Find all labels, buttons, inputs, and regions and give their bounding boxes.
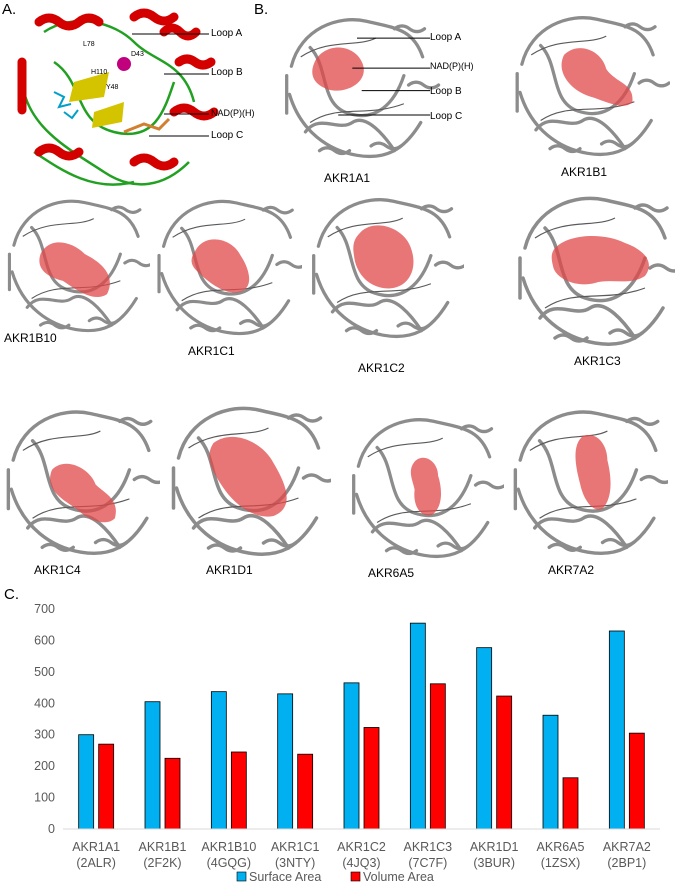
y-tick-label: 400 xyxy=(34,696,55,710)
x-category-label: AKR1B10 xyxy=(201,840,256,854)
caption-akr1c1: AKR1C1 xyxy=(188,344,235,358)
panel-a-residue-h110: H110 xyxy=(91,69,108,76)
structure-image-akr1c2 xyxy=(304,190,464,340)
x-category-label: (3BUR) xyxy=(473,856,515,870)
panel-a-callout-loop-b: Loop B xyxy=(211,67,243,78)
structure-image-akr7a2 xyxy=(508,402,668,557)
caption-akr6a5: AKR6A5 xyxy=(368,566,415,580)
volume-area-bar xyxy=(496,695,513,830)
panel-b-callout-loop-a: Loop A xyxy=(430,32,462,43)
panel-a-structure-image xyxy=(14,2,219,198)
x-category-label: (2BP1) xyxy=(607,856,646,870)
structure-image-akr1c3 xyxy=(515,188,675,348)
caption-akr1a1: AKR1A1 xyxy=(324,171,371,185)
caption-akr1c4: AKR1C4 xyxy=(34,563,81,577)
x-category-label: (2ALR) xyxy=(76,856,116,870)
x-category-label: AKR1B1 xyxy=(139,840,187,854)
surface-area-bar xyxy=(78,734,95,830)
bar-chart: 0 100 200 300 400 500 600 700 AKR1A1 (2ALR) AKR1B1… xyxy=(34,602,660,884)
caption-akr1d1: AKR1D1 xyxy=(206,563,253,577)
x-category-label: (1ZSX) xyxy=(541,856,581,870)
volume-area-bar xyxy=(562,777,579,830)
legend-surface-area-swatch xyxy=(236,871,247,882)
surface-area-bar xyxy=(343,682,360,830)
volume-area-bar xyxy=(297,753,314,830)
x-category-label: AKR6A5 xyxy=(537,840,585,854)
legend-volume-area-label: Volume Area xyxy=(363,870,434,884)
x-category-label: AKR1A1 xyxy=(72,840,120,854)
x-category-label: (4GQG) xyxy=(207,856,251,870)
panel-c-label: C. xyxy=(4,586,19,603)
volume-area-bar xyxy=(429,683,446,830)
volume-area-bar xyxy=(98,743,115,830)
x-category-label: AKR1C1 xyxy=(271,840,320,854)
caption-akr1c2: AKR1C2 xyxy=(358,361,405,375)
volume-area-bar xyxy=(363,727,380,830)
x-category-label: (4JQ3) xyxy=(342,856,380,870)
y-tick-label: 700 xyxy=(34,602,55,616)
y-tick-label: 300 xyxy=(34,728,55,742)
x-category-label: (2F2K) xyxy=(143,856,181,870)
panel-a-callout-nadph: NAD(P)(H) xyxy=(211,108,255,118)
panel-a-residue-l78: L78 xyxy=(83,41,95,48)
panel-a-callout-loop-a: Loop A xyxy=(211,28,243,39)
surface-area-bar xyxy=(476,647,493,830)
x-category-label: AKR1D1 xyxy=(470,840,519,854)
caption-akr1c3: AKR1C3 xyxy=(574,354,621,368)
surface-area-bar xyxy=(608,630,625,830)
legend-surface-area-label: Surface Area xyxy=(249,870,321,884)
volume-area-bar xyxy=(230,751,247,830)
surface-area-bar xyxy=(542,714,559,830)
x-category-label: (7C7F) xyxy=(408,856,447,870)
caption-akr1b1: AKR1B1 xyxy=(561,165,608,179)
panel-a-residue-d43: D43 xyxy=(131,51,144,58)
y-tick-label: 0 xyxy=(48,822,55,836)
surface-area-bar xyxy=(277,693,294,830)
legend-volume-area-swatch xyxy=(350,871,361,882)
surface-area-bar xyxy=(210,691,227,830)
y-tick-label: 600 xyxy=(34,633,55,647)
structure-image-akr1c4 xyxy=(2,402,160,557)
structure-image-akr1d1 xyxy=(166,398,331,558)
panel-b-callout-loop-b: Loop B xyxy=(430,86,462,97)
panel-a-residue-y48: Y48 xyxy=(106,84,119,91)
structure-image-akr1a1 xyxy=(272,10,442,160)
caption-akr7a2: AKR7A2 xyxy=(548,563,595,577)
structure-image-akr1b10 xyxy=(2,192,150,334)
y-tick-label: 200 xyxy=(34,759,55,773)
panel-a-callout-loop-c: Loop C xyxy=(211,130,244,141)
volume-area-bar xyxy=(628,732,645,830)
surface-area-bar xyxy=(409,622,426,830)
structure-image-akr6a5 xyxy=(344,410,504,560)
caption-akr1b10: AKR1B10 xyxy=(4,331,57,345)
surface-area-bar xyxy=(144,701,161,830)
x-category-label: AKR1C2 xyxy=(337,840,386,854)
volume-area-bar xyxy=(164,757,181,830)
x-category-label: AKR1C3 xyxy=(404,840,453,854)
structure-image-akr1b1 xyxy=(505,8,670,158)
panel-b-callout-nadph: NAD(P)(H) xyxy=(430,61,474,71)
structure-image-akr1c1 xyxy=(152,192,302,337)
x-category-label: AKR7A2 xyxy=(603,840,651,854)
y-tick-label: 100 xyxy=(34,791,55,805)
x-category-label: (3NTY) xyxy=(275,856,315,870)
panel-b-label: B. xyxy=(254,1,269,18)
y-tick-label: 500 xyxy=(34,665,55,679)
panel-a-label: A. xyxy=(2,1,17,18)
panel-b-callout-loop-c: Loop C xyxy=(430,111,463,122)
